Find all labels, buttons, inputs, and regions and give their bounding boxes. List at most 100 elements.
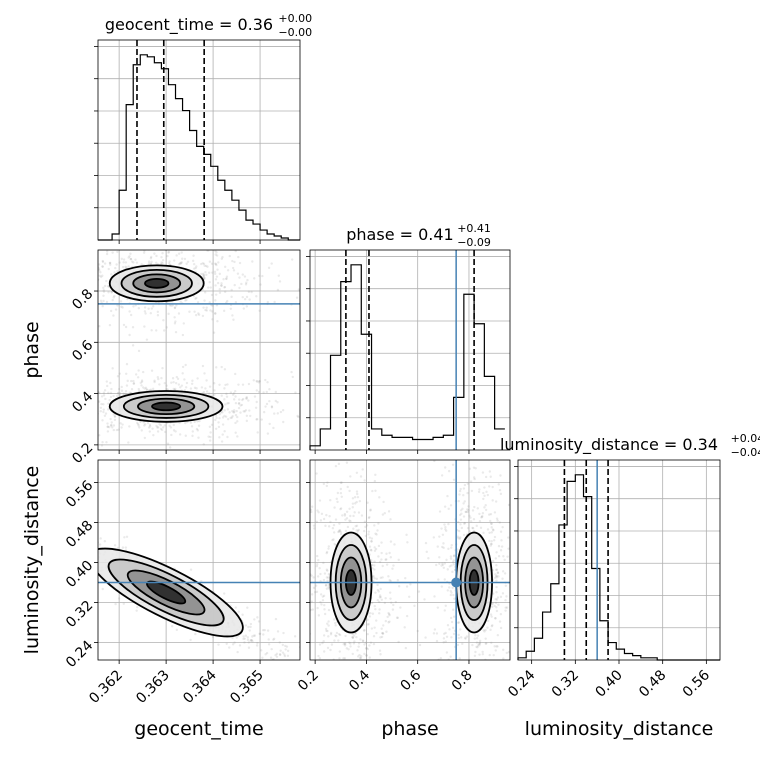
sample-point [211, 263, 213, 265]
sample-point [368, 530, 370, 532]
sample-point [327, 647, 329, 649]
sample-point [75, 520, 77, 522]
sample-point [174, 306, 176, 308]
sample-point [110, 291, 112, 293]
sample-point [465, 699, 467, 701]
sample-point [213, 382, 215, 384]
sample-point [292, 376, 294, 378]
sample-point [37, 414, 39, 416]
sample-point [94, 556, 96, 558]
sample-point [498, 545, 500, 547]
sample-point [225, 278, 227, 280]
sample-point [226, 396, 228, 398]
sample-point [5, 278, 7, 280]
sample-point [409, 583, 411, 585]
sample-point [506, 652, 508, 654]
sample-point [173, 259, 175, 261]
sample-point [342, 684, 344, 686]
sample-point [177, 378, 179, 380]
sample-point [463, 441, 465, 443]
sample-point [460, 488, 462, 490]
sample-point [147, 308, 149, 310]
sample-point [92, 548, 94, 550]
sample-point [58, 280, 60, 282]
sample-point [303, 465, 305, 467]
sample-point [444, 505, 446, 507]
sample-point [294, 668, 296, 670]
sample-point [447, 548, 449, 550]
sample-point [316, 689, 318, 691]
sample-point [349, 642, 351, 644]
sample-point [457, 521, 459, 523]
sample-point [116, 304, 118, 306]
sample-point [482, 492, 484, 494]
sample-point [377, 599, 379, 601]
sample-point [102, 300, 104, 302]
sample-point [304, 648, 306, 650]
sample-point [85, 275, 87, 277]
sample-point [375, 548, 377, 550]
sample-point [187, 261, 189, 263]
sample-point [222, 423, 224, 425]
sample-point [209, 281, 211, 283]
sample-point [482, 653, 484, 655]
sample-point [209, 436, 211, 438]
sample-point [215, 366, 217, 368]
sample-point [494, 605, 496, 607]
sample-point [310, 511, 312, 513]
sample-point [238, 247, 240, 249]
sample-point [386, 563, 388, 565]
sample-point [125, 546, 127, 548]
sample-point [39, 279, 41, 281]
sample-point [401, 715, 403, 717]
sample-point [498, 555, 500, 557]
sample-point [198, 420, 200, 422]
sample-point [183, 322, 185, 324]
sample-point [57, 401, 59, 403]
sample-point [505, 595, 507, 597]
sample-point [242, 241, 244, 243]
sample-point [477, 697, 479, 699]
sample-point [357, 496, 359, 498]
sample-point [104, 540, 106, 542]
sample-point [470, 480, 472, 482]
sample-point [515, 535, 517, 537]
sample-point [141, 379, 143, 381]
sample-point [198, 425, 200, 427]
sample-point [214, 312, 216, 314]
sample-point [246, 305, 248, 307]
sample-point [166, 326, 168, 328]
sample-point [424, 636, 426, 638]
sample-point [366, 524, 368, 526]
sample-point [259, 283, 261, 285]
sample-point [317, 511, 319, 513]
title-main: geocent_time = 0.36 [105, 15, 273, 35]
sample-point [104, 398, 106, 400]
sample-point [224, 368, 226, 370]
sample-point [47, 550, 49, 552]
sample-point [524, 614, 526, 616]
sample-point [327, 576, 329, 578]
sample-point [132, 344, 134, 346]
sample-point [491, 499, 493, 501]
sample-point [311, 664, 313, 666]
sample-point [494, 617, 496, 619]
sample-point [137, 376, 139, 378]
sample-point [58, 529, 60, 531]
sample-point [443, 637, 445, 639]
sample-point [445, 663, 447, 665]
sample-point [173, 424, 175, 426]
sample-point [494, 536, 496, 538]
sample-point [413, 605, 415, 607]
sample-point [242, 296, 244, 298]
sample-point [453, 633, 455, 635]
sample-point [333, 639, 335, 641]
sample-point [305, 478, 307, 480]
sample-point [216, 275, 218, 277]
sample-point [84, 241, 86, 243]
sample-point [73, 562, 75, 564]
sample-point [453, 563, 455, 565]
sample-point [38, 406, 40, 408]
sample-point [329, 521, 331, 523]
sample-point [444, 526, 446, 528]
